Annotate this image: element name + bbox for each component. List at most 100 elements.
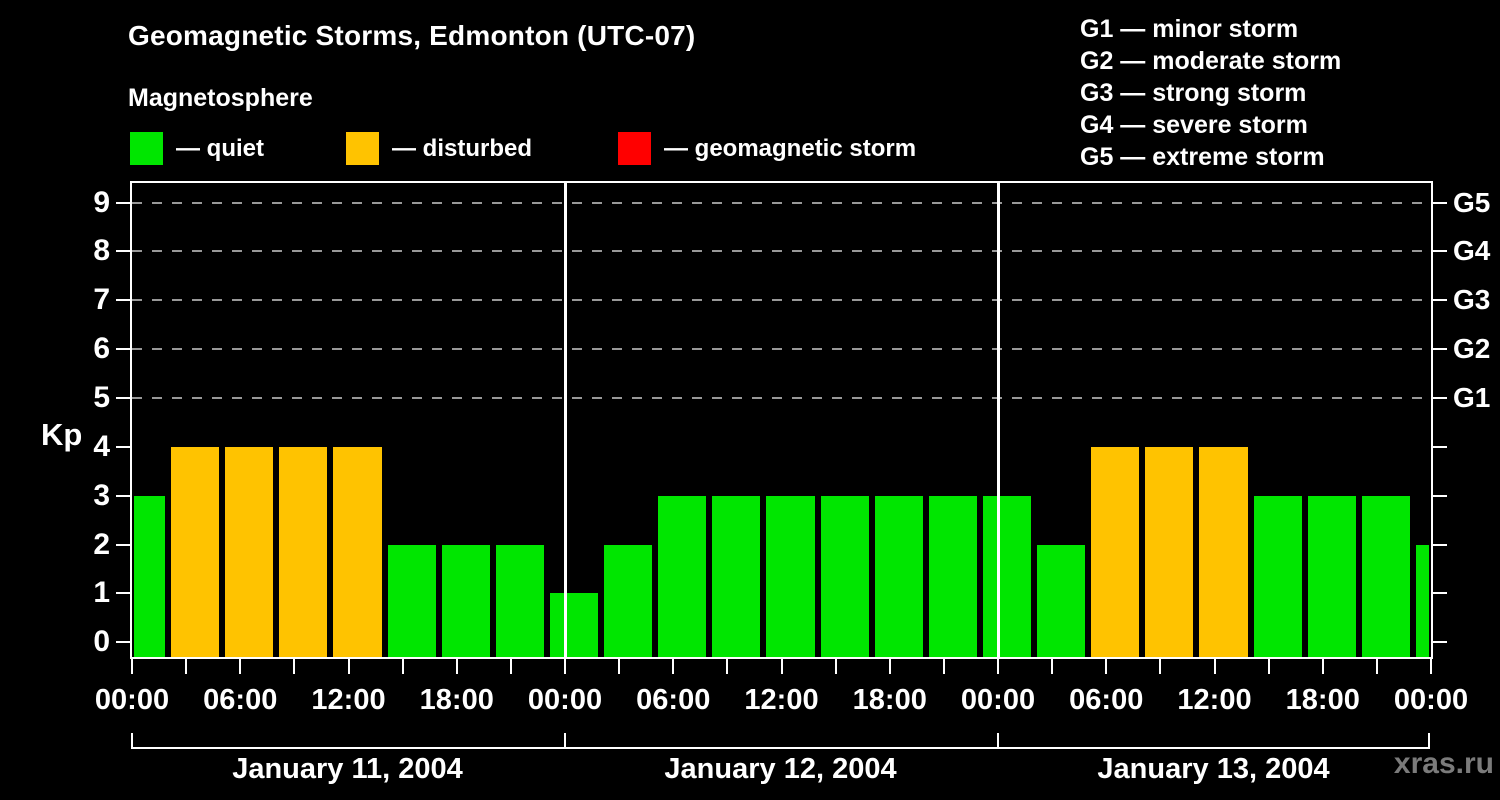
legend-label-quiet: — quiet <box>176 134 264 162</box>
time-axis-tick <box>509 659 512 674</box>
day-separator-line <box>563 183 567 657</box>
day-label-jan13: January 13, 2004 <box>1097 753 1330 785</box>
time-axis-tick <box>726 659 729 674</box>
kp-bar <box>333 446 382 657</box>
time-axis-label: 06:00 <box>636 684 711 716</box>
time-axis-tick <box>239 659 242 674</box>
kp-axis-label: 7 <box>93 283 110 317</box>
g-legend-line-g3: G3 — strong storm <box>1080 79 1307 107</box>
kp-axis-label: 2 <box>93 527 110 561</box>
day-label-jan12: January 12, 2004 <box>664 753 897 785</box>
time-axis-label: 18:00 <box>419 684 494 716</box>
time-axis-label: 12:00 <box>744 684 819 716</box>
kp-axis-tick <box>116 494 130 497</box>
kp-axis-label: 1 <box>93 576 110 610</box>
kp-axis-label: 5 <box>93 381 110 414</box>
kp-bar <box>387 544 436 657</box>
time-axis-tick <box>997 659 999 674</box>
g-axis-tick <box>1433 641 1447 644</box>
gridline-kp7 <box>132 299 1431 302</box>
plot-area <box>130 181 1433 659</box>
time-axis-label: 00:00 <box>527 684 603 716</box>
time-axis-tick <box>1105 659 1108 674</box>
kp-bar <box>549 593 599 657</box>
g-axis-tick <box>1433 397 1447 399</box>
time-axis-tick <box>185 659 188 674</box>
time-axis-tick <box>1430 659 1432 674</box>
g-axis-tick <box>1433 494 1447 497</box>
kp-bar <box>1361 495 1410 657</box>
kp-bar <box>982 495 1032 657</box>
time-axis-tick <box>780 659 783 674</box>
time-axis-tick <box>942 659 945 674</box>
kp-bar <box>495 544 544 657</box>
day-label-jan11: January 11, 2004 <box>232 753 463 785</box>
time-axis-tick <box>1159 659 1162 674</box>
gridline-kp9 <box>132 201 1431 204</box>
time-axis-label: 00:00 <box>1393 684 1469 716</box>
time-axis-label: 18:00 <box>852 684 927 716</box>
time-axis-tick <box>1321 659 1324 674</box>
storm-swatch-icon <box>618 132 651 165</box>
kp-bar <box>1199 446 1248 657</box>
time-axis-tick <box>672 659 675 674</box>
legend-label-storm: — geomagnetic storm <box>664 134 917 162</box>
g-axis-tick <box>1433 299 1447 302</box>
kp-bar <box>279 446 328 657</box>
kp-bar <box>134 495 166 657</box>
gridline-kp5 <box>132 397 1431 399</box>
time-axis-tick <box>1213 659 1216 674</box>
legend-label-disturbed: — disturbed <box>392 134 533 162</box>
kp-axis-tick <box>116 201 130 204</box>
kp-bar <box>874 495 923 657</box>
g-axis-tick <box>1433 348 1447 351</box>
day-bracket-line <box>131 747 1430 749</box>
time-axis-tick <box>1267 659 1270 674</box>
time-axis-tick <box>564 659 566 674</box>
kp-axis-label: 3 <box>93 478 110 512</box>
g-axis-tick <box>1433 592 1447 595</box>
g-axis-label-g4: G4 <box>1453 235 1491 267</box>
day-bracket-tick <box>131 733 133 748</box>
chart-title: Geomagnetic Storms, Edmonton (UTC-07) <box>128 20 696 51</box>
kp-axis-tick <box>116 641 130 644</box>
disturbed-swatch-icon <box>346 132 379 165</box>
g-axis-tick <box>1433 543 1447 546</box>
gridline-kp8 <box>132 250 1431 253</box>
kp-bar <box>658 495 707 657</box>
g-scale-legend: G1 — minor storm G2 — moderate storm G3 … <box>1080 13 1341 173</box>
time-axis-label: 00:00 <box>94 684 170 716</box>
g-axis-tick <box>1433 445 1447 448</box>
kp-bar <box>1307 495 1356 657</box>
kp-axis-label: 8 <box>93 234 110 268</box>
time-axis-tick <box>834 659 837 674</box>
kp-bar <box>171 446 220 657</box>
gridline-kp6 <box>132 348 1431 351</box>
time-axis-label: 12:00 <box>1177 684 1252 716</box>
kp-bar <box>928 495 977 657</box>
time-axis-tick <box>401 659 404 674</box>
kp-bar <box>1253 495 1302 657</box>
time-axis-tick <box>293 659 296 674</box>
kp-bar <box>441 544 490 657</box>
day-separator-line <box>996 183 1000 657</box>
time-axis-tick <box>1375 659 1378 674</box>
g-legend-line-g2: G2 — moderate storm <box>1080 47 1342 75</box>
kp-axis-tick <box>116 397 130 399</box>
legend-item-quiet: — quiet <box>130 132 264 165</box>
legend-item-storm: — geomagnetic storm <box>618 132 916 165</box>
kp-bar <box>1145 446 1194 657</box>
kp-axis-label: 4 <box>93 429 110 463</box>
quiet-swatch-icon <box>130 132 163 165</box>
day-bracket-tick <box>564 733 566 748</box>
time-axis-label: 06:00 <box>1069 684 1144 716</box>
time-axis-label: 00:00 <box>960 684 1036 716</box>
kp-axis-label: 9 <box>93 185 110 219</box>
time-axis-tick <box>455 659 458 674</box>
watermark: xras.ru <box>1393 747 1494 780</box>
kp-bar <box>712 495 761 657</box>
kp-bar <box>1091 446 1140 657</box>
kp-bar <box>1037 544 1086 657</box>
legend-item-disturbed: — disturbed <box>346 132 532 165</box>
